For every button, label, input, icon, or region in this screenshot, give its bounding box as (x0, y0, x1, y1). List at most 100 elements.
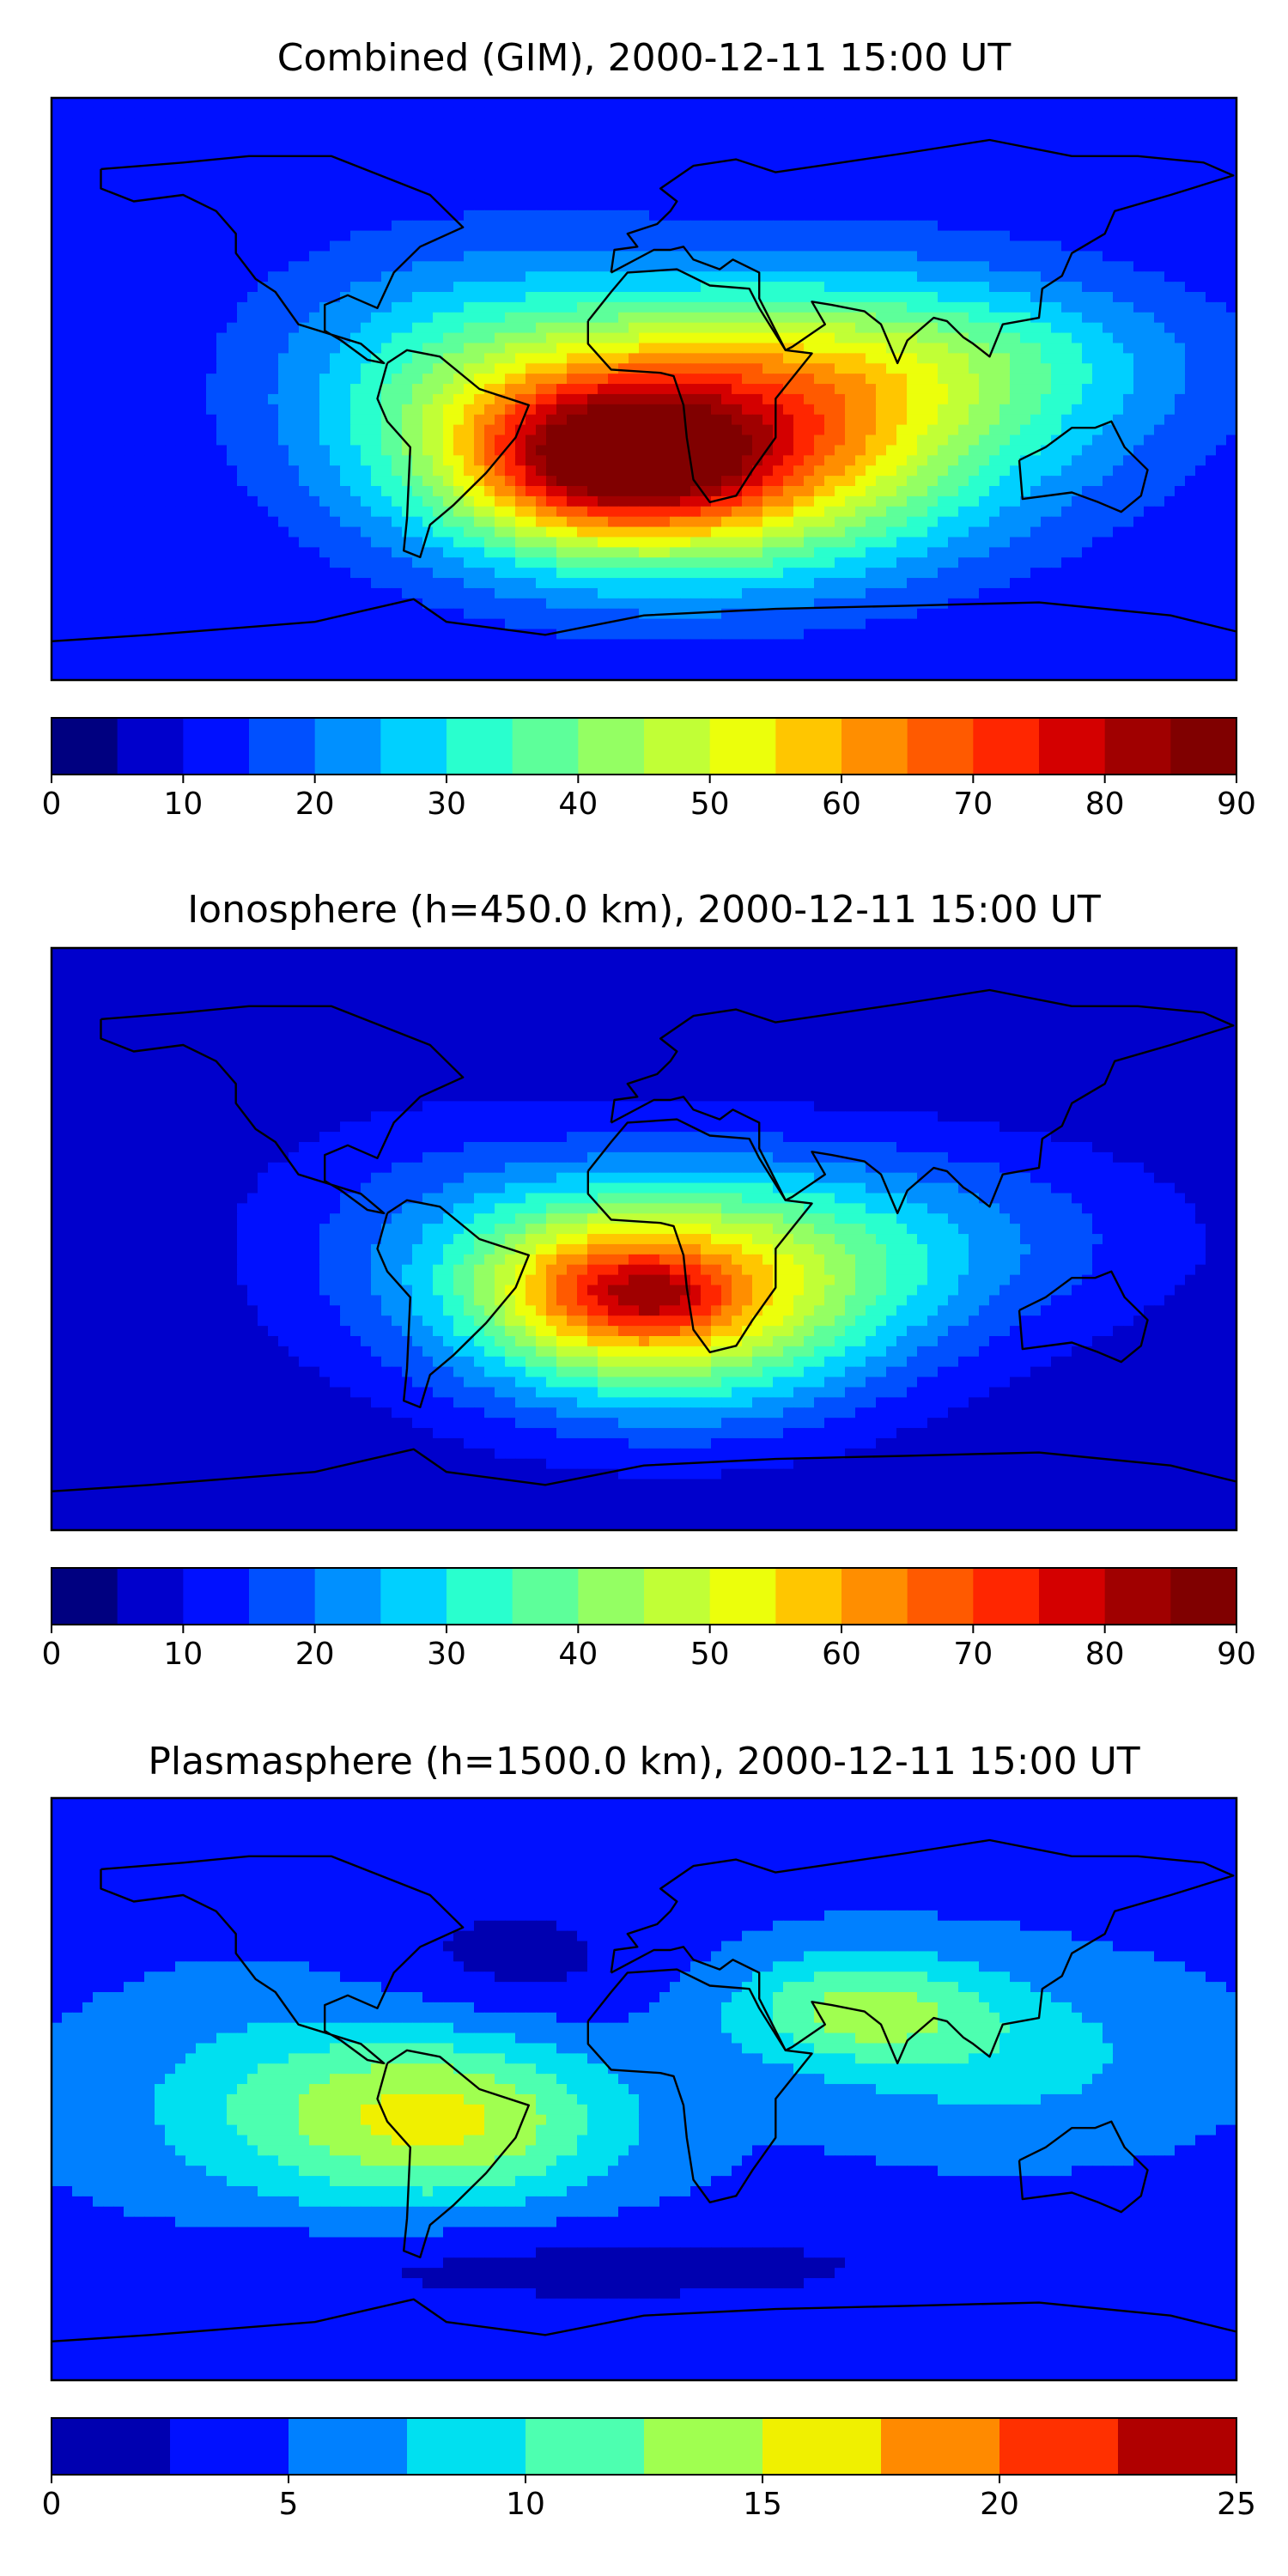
heatmap-cell (258, 200, 269, 210)
heatmap-cell (845, 261, 856, 271)
heatmap-cell (289, 353, 300, 363)
heatmap-cell (567, 384, 578, 394)
heatmap-cell (72, 445, 83, 455)
heatmap-cell (505, 139, 516, 149)
heatmap-cell (1051, 98, 1062, 108)
heatmap-cell (896, 292, 908, 302)
heatmap-cell (958, 210, 969, 221)
heatmap-cell (999, 200, 1011, 210)
heatmap-cell (804, 445, 815, 455)
heatmap-cell (855, 323, 866, 333)
heatmap-cell (629, 486, 640, 496)
heatmap-cell (484, 404, 495, 415)
heatmap-cell (299, 527, 310, 538)
heatmap-cell (412, 363, 423, 374)
heatmap-cell (721, 210, 732, 221)
heatmap-cell (309, 231, 320, 241)
heatmap-cell (762, 98, 774, 108)
heatmap-cell (505, 251, 516, 261)
heatmap-cell (556, 149, 568, 159)
heatmap-cell (1185, 282, 1196, 292)
heatmap-cell (783, 149, 794, 159)
heatmap-cell (670, 159, 681, 169)
heatmap-cell (567, 363, 578, 374)
heatmap-cell (340, 169, 351, 179)
heatmap-cell (1144, 118, 1155, 129)
heatmap-cell (247, 129, 258, 139)
heatmap-cell (670, 404, 681, 415)
heatmap-cell (422, 159, 434, 169)
heatmap-cell (1092, 313, 1103, 323)
heatmap-cell (1020, 465, 1031, 476)
heatmap-cell (804, 190, 815, 200)
heatmap-cell (206, 282, 217, 292)
heatmap-cell (175, 343, 186, 353)
heatmap-cell (742, 323, 753, 333)
heatmap-cell (1082, 507, 1093, 517)
heatmap-cell (175, 537, 186, 547)
heatmap-cell (52, 507, 63, 517)
heatmap-cell (989, 517, 1000, 527)
heatmap-cell (896, 241, 908, 252)
heatmap-cell (433, 465, 444, 476)
heatmap-cell (1144, 108, 1155, 118)
heatmap-cell (1206, 517, 1217, 527)
heatmap-cell (206, 353, 217, 363)
heatmap-cell (1010, 108, 1021, 118)
heatmap-cell (546, 353, 557, 363)
heatmap-cell (608, 159, 619, 169)
heatmap-cell (948, 241, 959, 252)
heatmap-cell (1041, 333, 1052, 343)
heatmap-cell (608, 455, 619, 465)
heatmap-cell (196, 496, 207, 507)
heatmap-cell (1082, 374, 1093, 384)
heatmap-cell (721, 200, 732, 210)
heatmap-cell (1030, 363, 1042, 374)
heatmap-cell (72, 179, 83, 190)
heatmap-cell (62, 149, 73, 159)
heatmap-cell (876, 271, 887, 282)
heatmap-cell (1113, 139, 1124, 149)
heatmap-cell (361, 139, 372, 149)
heatmap-cell (1195, 517, 1206, 527)
heatmap-cell (443, 394, 454, 404)
heatmap-cell (907, 333, 918, 343)
heatmap-cell (82, 159, 94, 169)
heatmap-cell (453, 302, 465, 313)
heatmap-cell (1216, 261, 1227, 271)
heatmap-cell (526, 384, 537, 394)
heatmap-cell (866, 527, 877, 538)
heatmap-cell (1051, 343, 1062, 353)
heatmap-cell (1154, 455, 1165, 465)
heatmap-cell (721, 118, 732, 129)
heatmap-cell (742, 435, 753, 446)
heatmap-cell (319, 190, 331, 200)
heatmap-cell (464, 363, 475, 374)
heatmap-cell (876, 129, 887, 139)
heatmap-cell (1072, 302, 1083, 313)
heatmap-cell (680, 149, 691, 159)
heatmap-cell (989, 282, 1000, 292)
heatmap-cell (299, 159, 310, 169)
heatmap-cell (350, 190, 361, 200)
heatmap-cell (103, 271, 114, 282)
heatmap-cell (1185, 241, 1196, 252)
heatmap-cell (536, 384, 547, 394)
heatmap-cell (227, 190, 238, 200)
heatmap-cell (577, 292, 588, 302)
heatmap-cell (1061, 507, 1072, 517)
heatmap-cell (319, 159, 331, 169)
heatmap-cell (886, 129, 897, 139)
heatmap-cell (1113, 129, 1124, 139)
heatmap-cell (659, 200, 671, 210)
heatmap-cell (927, 363, 939, 374)
heatmap-cell (999, 333, 1011, 343)
heatmap-cell (824, 169, 835, 179)
heatmap-cell (999, 486, 1011, 496)
heatmap-cell (835, 455, 846, 465)
heatmap-cell (289, 129, 300, 139)
heatmap-cell (433, 537, 444, 547)
heatmap-cell (1113, 527, 1124, 538)
heatmap-cell (206, 537, 217, 547)
heatmap-cell (278, 323, 289, 333)
